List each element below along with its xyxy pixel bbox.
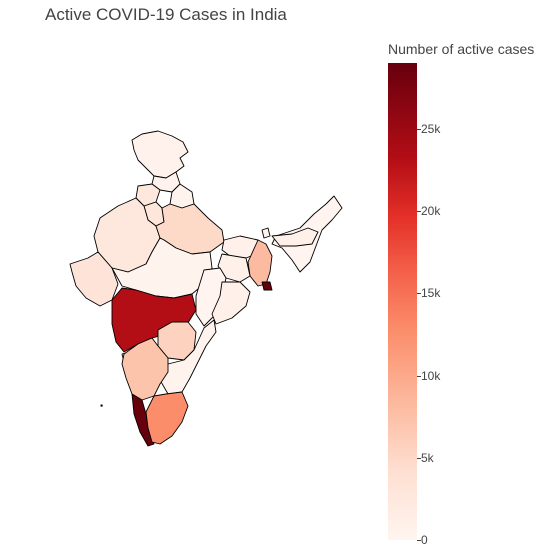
region-lakshadweep[interactable] bbox=[100, 404, 103, 407]
colorbar-title: Number of active cases bbox=[388, 41, 535, 57]
colorbar-tick-label: 5k bbox=[421, 450, 434, 465]
region-jammu-kashmir[interactable] bbox=[131, 130, 189, 179]
colorbar-tick-label: 10k bbox=[421, 368, 441, 383]
colorbar-tick-label: 0 bbox=[421, 533, 428, 547]
region-sikkim[interactable] bbox=[261, 227, 271, 239]
colorbar-tick-label: 25k bbox=[421, 121, 441, 136]
region-karnataka[interactable] bbox=[121, 337, 169, 401]
region-tamil-nadu[interactable] bbox=[145, 391, 189, 445]
colorbar-tick-mark bbox=[417, 540, 421, 541]
region-kolkata[interactable] bbox=[261, 281, 273, 291]
region-kerala[interactable] bbox=[131, 393, 155, 447]
colorbar-tick-mark bbox=[417, 457, 421, 459]
colorbar-gradient bbox=[388, 63, 417, 540]
map-title: Active COVID-19 Cases in India bbox=[45, 5, 287, 24]
colorbar-tick-label: 15k bbox=[421, 286, 441, 301]
colorbar-tick-label: 20k bbox=[421, 204, 441, 219]
colorbar-tick-mark bbox=[417, 211, 421, 213]
colorbar-tick-mark bbox=[417, 375, 421, 377]
colorbar-tick-mark bbox=[417, 293, 421, 295]
region-assam[interactable] bbox=[271, 227, 319, 247]
colorbar-tick-mark bbox=[417, 128, 421, 130]
region-odisha[interactable] bbox=[211, 281, 251, 325]
